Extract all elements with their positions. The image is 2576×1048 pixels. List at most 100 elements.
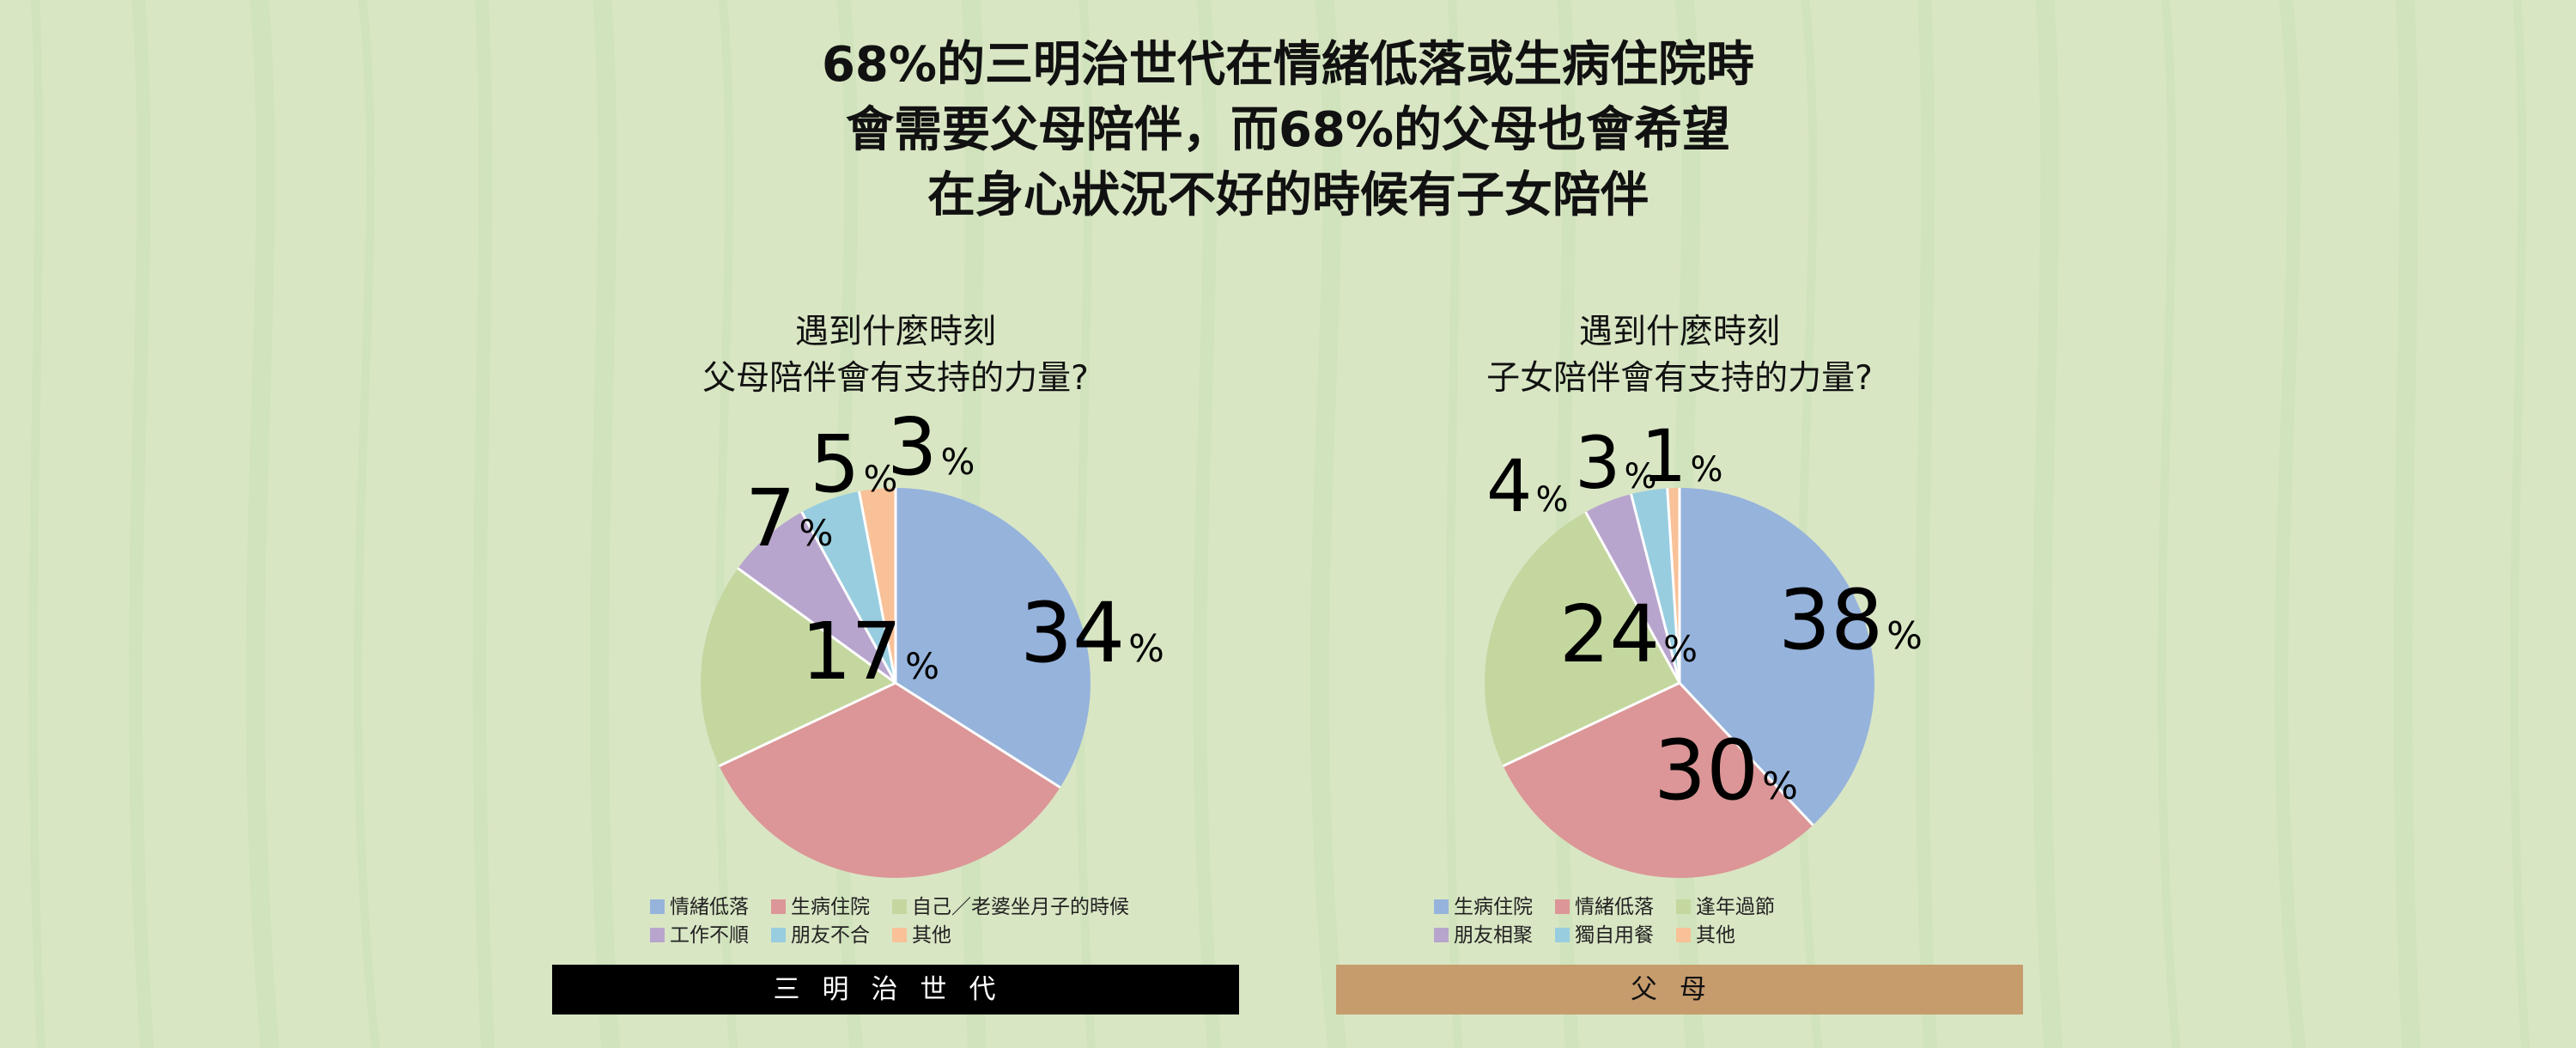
chart-legend: 生病住院 情緒低落 逢年過節朋友相聚 獨自用餐 其他 [1434, 893, 1949, 950]
slice-separator [857, 490, 897, 684]
legend-swatch [650, 899, 665, 914]
background-stripe [2032, 0, 2063, 1048]
pie-chart-sandwich: 34% 17% 7%5%3% [701, 412, 1164, 878]
legend-swatch [1434, 928, 1449, 942]
background-stripe [1075, 0, 1097, 1048]
group-label: 三明治世代 [773, 974, 1018, 1005]
slice-separator [737, 567, 896, 685]
chart-subtitle-line-1: 遇到什麼時刻 [1578, 313, 1780, 351]
legend-label: 逢年過節 [1696, 896, 1775, 918]
chart-legend: 情緒低落 生病住院 自己／老婆坐月子的時候工作不順 朋友不合 其他 [650, 893, 1165, 950]
data-label: 3% [887, 412, 975, 493]
pie-slice [1503, 683, 1814, 878]
chart-subtitle-line-2: 父母陪伴會有支持的力量? [702, 359, 1089, 398]
data-label: 3% [1575, 421, 1656, 505]
pie-slice [738, 512, 896, 683]
legend-item: 情緒低落 [1555, 893, 1654, 922]
background-stripe [1309, 0, 1347, 1048]
slice-separator [800, 511, 897, 684]
legend-swatch [771, 899, 786, 914]
chart-subtitle-line-1: 遇到什麼時刻 [794, 313, 996, 351]
legend-item: 生病住院 [771, 893, 870, 922]
pie-chart-parents: 38% 30% 24% 4% 3 %1% [1485, 414, 1923, 878]
slice-separator [895, 681, 1061, 789]
legend-swatch [650, 928, 665, 942]
background-stripe [472, 0, 495, 1048]
pie-slice [801, 491, 896, 683]
background-stripe [1553, 0, 1580, 1048]
legend-item: 朋友不合 [771, 922, 870, 950]
slice-separator [1630, 493, 1681, 684]
legend-item: 獨自用餐 [1555, 922, 1654, 950]
pie-slice [1585, 494, 1680, 683]
legend-row: 工作不順 朋友不合 其他 [650, 922, 1165, 950]
legend-item: 工作不順 [650, 922, 749, 950]
group-label-bar: 父母 [1336, 965, 2023, 1014]
legend-label: 生病住院 [1454, 896, 1533, 918]
legend-label: 朋友不合 [791, 924, 870, 947]
slice-separator [1502, 681, 1680, 768]
legend-item: 其他 [1676, 922, 1735, 950]
data-label: 5% [810, 418, 897, 510]
slice-separator [1584, 511, 1681, 684]
legend-swatch [1434, 899, 1449, 914]
legend-row: 情緒低落 生病住院 自己／老婆坐月子的時候 [650, 893, 1165, 922]
data-label: 34% [1020, 585, 1164, 681]
chart-subtitle-line-2: 子女陪伴會有支持的力量? [1486, 359, 1873, 398]
group-label-bar: 三明治世代 [552, 965, 1239, 1014]
chart-subtitle: 遇到什麼時刻 子女陪伴會有支持的力量? [1336, 309, 2023, 402]
legend-label: 獨自用餐 [1575, 924, 1654, 947]
background-stripe [353, 0, 380, 1048]
legend-label: 情緒低落 [670, 896, 749, 918]
background-stripe [2157, 0, 2181, 1048]
legend-label: 情緒低落 [1575, 896, 1654, 918]
chart-subtitle: 遇到什麼時刻 父母陪伴會有支持的力量? [552, 309, 1239, 402]
legend-item: 情緒低落 [650, 893, 749, 922]
legend-label: 生病住院 [791, 896, 870, 918]
legend-label: 自己／老婆坐月子的時候 [912, 896, 1129, 918]
background-stripe [589, 0, 621, 1048]
background-stripe [1193, 0, 1222, 1048]
legend-swatch [1676, 928, 1691, 942]
slice-separator [1678, 681, 1814, 826]
data-label: 4% [1486, 444, 1568, 528]
chart-panel-sandwich: 遇到什麼時刻 父母陪伴會有支持的力量? 34% 17% 7% 5% 3% 情緒低落 生病住… [552, 0, 1239, 1048]
slice-separator [1666, 488, 1681, 684]
background-stripe [959, 0, 987, 1048]
legend-label: 其他 [912, 924, 951, 947]
data-label: 7% [745, 472, 833, 564]
background-stripe [2509, 0, 2530, 1048]
data-label: 30% [1654, 722, 1798, 819]
legend-label: 工作不順 [670, 924, 749, 947]
title-line-2: 會需要父母陪伴，而68%的父母也會希望 [845, 102, 1731, 158]
background-stripe [128, 0, 155, 1048]
legend-swatch [771, 928, 786, 942]
background-stripe [1795, 0, 1823, 1048]
legend-swatch [1555, 928, 1570, 942]
legend-row: 生病住院 情緒低落 逢年過節 [1434, 893, 1949, 922]
background-stripe [28, 0, 46, 1048]
background-stripe [1915, 0, 1938, 1048]
data-label: 24% [1559, 588, 1698, 680]
legend-swatch [1676, 899, 1691, 914]
background-stripe [2274, 0, 2306, 1048]
legend-item: 自己／老婆坐月子的時候 [892, 893, 1129, 922]
pie-slice [1680, 488, 1874, 826]
legend-label: 其他 [1696, 924, 1735, 947]
pie-slice [701, 568, 896, 766]
legend-swatch [892, 899, 907, 914]
title-line-1: 68%的三明治世代在情緒低落或生病住院時 [821, 37, 1755, 93]
legend-item: 生病住院 [1434, 893, 1533, 922]
legend-item: 朋友相聚 [1434, 922, 1533, 950]
data-label: 17% [801, 606, 939, 698]
background-stripe [1445, 0, 1463, 1048]
title-line-3: 在身心狀況不好的時候有子女陪伴 [927, 168, 1649, 223]
legend-swatch [892, 928, 907, 942]
group-label: 父母 [1631, 974, 1728, 1005]
background-stripe [2393, 0, 2421, 1048]
page-title: 68%的三明治世代在情緒低落或生病住院時 會需要父母陪伴，而68%的父母也會希望… [0, 33, 2576, 228]
legend-swatch [1555, 899, 1570, 914]
slice-separator [718, 681, 896, 768]
